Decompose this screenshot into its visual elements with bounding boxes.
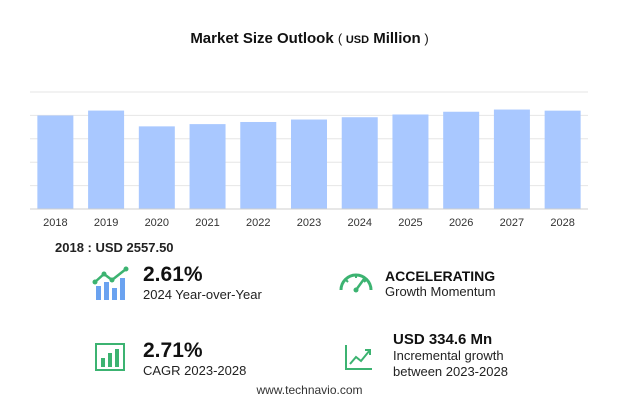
yoy-value: 2.61% (143, 263, 203, 286)
bar-2018 (37, 115, 74, 209)
bar-2020 (138, 126, 175, 209)
x-tick-2026: 2026 (449, 217, 473, 229)
x-tick-2024: 2024 (347, 217, 371, 229)
incremental-value: USD 334.6 Mn (393, 331, 493, 348)
incremental-label-2: between 2023-2028 (393, 364, 508, 379)
momentum-label: Growth Momentum (385, 284, 496, 299)
chart-title: Market Size Outlook ( USD Million ) (0, 30, 619, 47)
bar-2024 (341, 117, 378, 209)
title-paren-open: ( (337, 31, 346, 46)
yoy-label: 2024 Year-over-Year (143, 287, 262, 302)
line-chart-icon (345, 345, 372, 370)
bar-2019 (88, 110, 125, 209)
x-tick-2021: 2021 (195, 217, 219, 229)
cagr-label: CAGR 2023-2028 (143, 363, 247, 378)
bar-2027 (493, 109, 530, 209)
bar-2026 (443, 111, 480, 209)
x-tick-2023: 2023 (297, 217, 321, 229)
bar-chart: 2018 2019 2020 2021 2022 2023 2024 2025 2026 2027… (30, 91, 588, 229)
x-tick-2025: 2025 (398, 217, 422, 229)
title-main: Market Size Outlook (190, 30, 334, 47)
momentum-stat: ACCELERATING Growth Momentum (385, 268, 496, 300)
speedometer-icon (339, 273, 373, 293)
momentum-value: ACCELERATING (385, 268, 496, 284)
incremental-label-1: Incremental growth (393, 348, 504, 363)
x-tick-2028: 2028 (550, 217, 574, 229)
cagr-stat: 2.71% CAGR 2023-2028 (143, 339, 246, 379)
title-paren-close: ) (420, 31, 429, 46)
yoy-stat: 2.61% 2024 Year-over-Year (143, 263, 262, 303)
cagr-value: 2.71% (143, 339, 203, 362)
bar-2022 (240, 121, 277, 209)
title-unit-rest: Million (369, 30, 421, 47)
bar-chart-icon (95, 343, 125, 371)
x-tick-2018: 2018 (43, 217, 67, 229)
bar-2025 (392, 114, 429, 209)
bar-2023 (291, 119, 327, 209)
x-tick-2022: 2022 (246, 217, 270, 229)
bar-2028 (544, 110, 581, 209)
x-tick-2027: 2027 (500, 217, 524, 229)
bar-2021 (189, 124, 226, 209)
x-tick-2020: 2020 (145, 217, 169, 229)
x-tick-2019: 2019 (94, 217, 118, 229)
bar-growth-icon (92, 266, 129, 300)
base-year-label: 2018 : USD 2557.50 (55, 240, 174, 255)
incremental-stat: USD 334.6 Mn Incremental growth between … (393, 331, 508, 380)
title-unit-small: USD (345, 34, 370, 46)
footer-source: www.technavio.com (256, 383, 363, 397)
